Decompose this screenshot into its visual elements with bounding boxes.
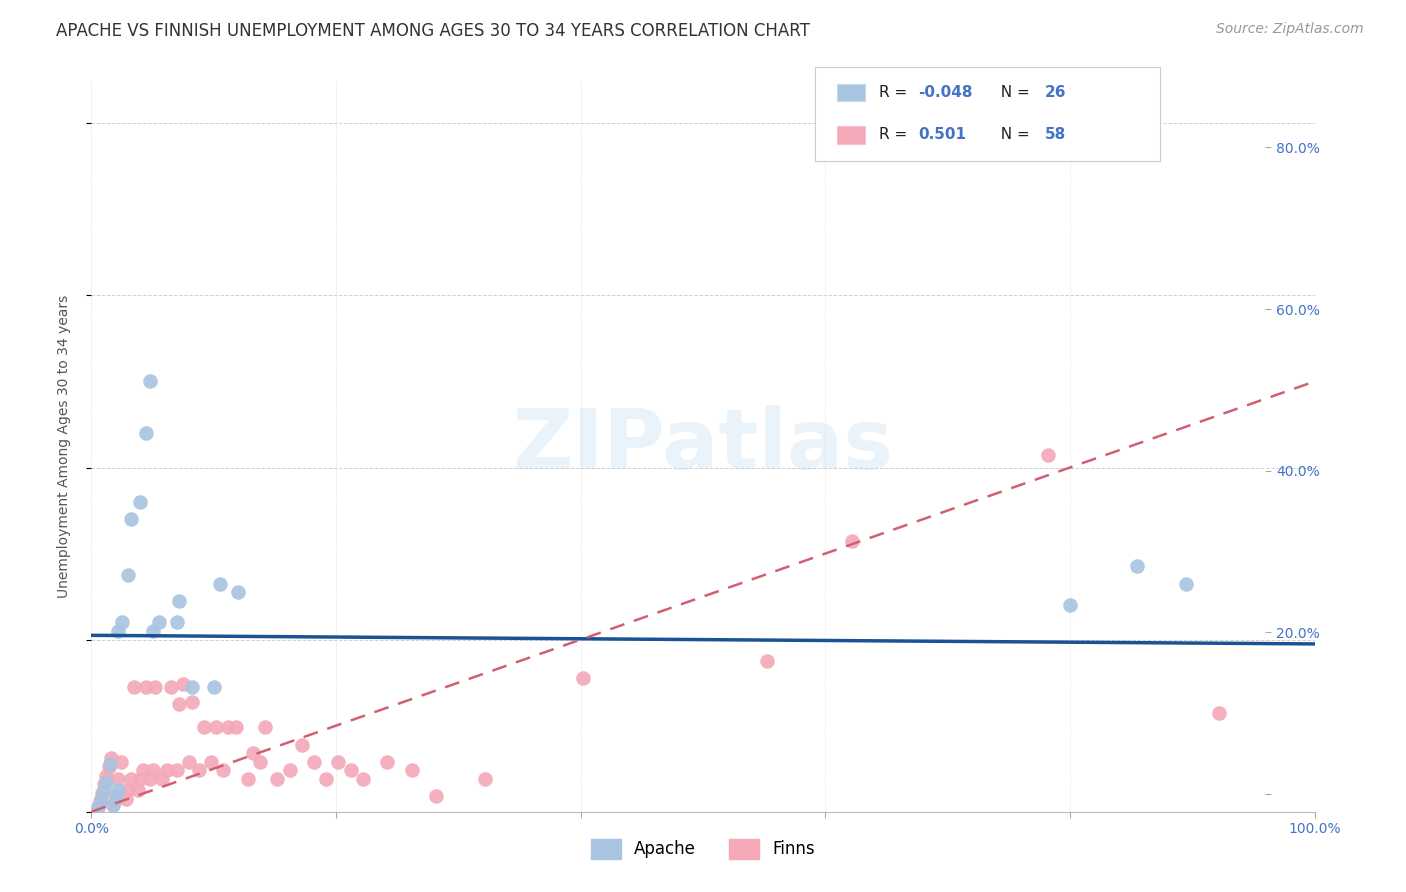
Point: [342, 748, 364, 763]
Point: [188, 617, 211, 632]
Point: [202, 670, 225, 684]
Point: [429, 739, 451, 754]
Point: [177, 758, 200, 772]
Point: [217, 756, 239, 771]
Text: ZIPatlas: ZIPatlas: [530, 410, 911, 491]
Point: [1097, 557, 1119, 571]
Point: [352, 723, 374, 738]
Point: [315, 739, 337, 754]
Point: [197, 565, 219, 579]
Point: [292, 707, 315, 722]
Point: [176, 761, 198, 775]
Text: R =: R =: [879, 128, 917, 143]
Point: [200, 756, 222, 771]
Point: [260, 748, 283, 763]
Point: [319, 707, 342, 722]
Point: [308, 731, 330, 746]
Text: 0.501: 0.501: [918, 128, 966, 143]
Text: N =: N =: [991, 85, 1035, 100]
Point: [221, 670, 243, 684]
Point: [211, 748, 233, 763]
Point: [271, 739, 294, 754]
Point: [304, 756, 326, 771]
Point: [1036, 593, 1059, 607]
Point: [181, 737, 204, 751]
Point: [208, 496, 231, 510]
Point: [240, 748, 263, 763]
Point: [188, 766, 211, 780]
Point: [243, 589, 266, 603]
Legend: Apache, Finns: Apache, Finns: [602, 810, 839, 844]
Point: [197, 766, 219, 780]
Point: [395, 748, 418, 763]
Point: [208, 756, 231, 771]
Point: [254, 683, 277, 698]
Point: [170, 782, 193, 797]
Point: [603, 662, 626, 676]
Point: [450, 748, 472, 763]
Point: [232, 748, 254, 763]
Point: [276, 707, 298, 722]
Point: [205, 766, 228, 780]
Point: [295, 581, 318, 595]
Point: [195, 774, 218, 789]
Point: [1017, 451, 1039, 466]
Point: [176, 766, 198, 780]
Point: [240, 609, 263, 624]
Text: N =: N =: [991, 128, 1035, 143]
Point: [225, 609, 247, 624]
Point: [374, 756, 396, 771]
Point: [188, 756, 211, 771]
Point: [219, 748, 242, 763]
Text: 26: 26: [1045, 85, 1066, 100]
Point: [516, 756, 538, 771]
Point: [264, 707, 287, 722]
Text: Source: ZipAtlas.com: Source: ZipAtlas.com: [1216, 22, 1364, 37]
Point: [406, 756, 429, 771]
Point: [191, 739, 214, 754]
Point: [214, 431, 236, 445]
Point: [228, 756, 250, 771]
Point: [200, 512, 222, 526]
Text: APACHE VS FINNISH UNEMPLOYMENT AMONG AGES 30 TO 34 YEARS CORRELATION CHART: APACHE VS FINNISH UNEMPLOYMENT AMONG AGE…: [56, 22, 810, 40]
Text: 58: 58: [1045, 128, 1066, 143]
Point: [274, 670, 297, 684]
Point: [287, 707, 309, 722]
Point: [217, 383, 239, 397]
Point: [180, 745, 202, 759]
Point: [1140, 573, 1163, 587]
Point: [363, 739, 385, 754]
Point: [191, 609, 214, 624]
Point: [842, 533, 865, 547]
Point: [172, 777, 194, 791]
Y-axis label: Unemployment Among Ages 30 to 34 years: Unemployment Among Ages 30 to 34 years: [56, 299, 70, 602]
Point: [184, 780, 207, 795]
Point: [184, 780, 207, 795]
Point: [283, 748, 305, 763]
Point: [174, 769, 197, 783]
Point: [252, 739, 274, 754]
Point: [243, 686, 266, 700]
Point: [254, 670, 277, 684]
Point: [219, 617, 242, 632]
Point: [1170, 694, 1192, 708]
Point: [214, 670, 236, 684]
Point: [186, 774, 209, 789]
Point: [181, 742, 204, 756]
Point: [173, 774, 195, 789]
Point: [385, 739, 408, 754]
Point: [330, 756, 353, 771]
Point: [766, 645, 789, 659]
Point: [177, 753, 200, 767]
Point: [170, 782, 193, 797]
Point: [186, 772, 209, 787]
Text: R =: R =: [879, 85, 912, 100]
Point: [472, 772, 495, 787]
Point: [246, 667, 269, 681]
Point: [278, 573, 301, 587]
Text: -0.048: -0.048: [918, 85, 973, 100]
Point: [235, 670, 257, 684]
